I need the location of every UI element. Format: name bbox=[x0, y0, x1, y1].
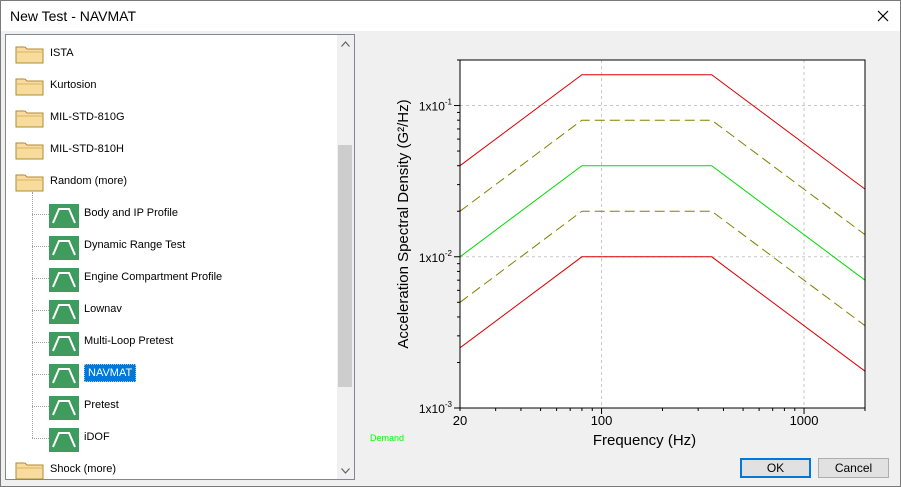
tree-folder-item[interactable]: MIL-STD-810G bbox=[6, 102, 336, 132]
profile-icon-wrap bbox=[49, 233, 79, 260]
tree-item-label: NAVMAT bbox=[84, 364, 137, 382]
profile-icon bbox=[49, 300, 79, 324]
folder-icon bbox=[15, 110, 44, 128]
tree-item-label: Random (more) bbox=[50, 175, 128, 187]
profile-icon-wrap bbox=[49, 425, 79, 452]
psd-chart: 20 100 1000 1x10-1 1x10-2 1x10-3 Frequency (Hz… bbox=[358, 34, 896, 454]
title-bar: New Test - NAVMAT bbox=[1, 1, 900, 31]
tree-folder-item[interactable]: MIL-STD-810H bbox=[6, 134, 336, 164]
folder-icon-wrap bbox=[15, 460, 45, 479]
tree-profile-item[interactable]: Lownav bbox=[6, 294, 336, 324]
close-button[interactable] bbox=[866, 1, 900, 31]
tree-folder-item[interactable]: Kurtosion bbox=[6, 70, 336, 100]
psd-chart-svg: 20 100 1000 1x10-1 1x10-2 1x10-3 Frequency (Hz… bbox=[395, 59, 866, 449]
tree-item-label: Kurtosion bbox=[50, 79, 97, 91]
tree-item-label: iDOF bbox=[84, 431, 110, 443]
folder-icon bbox=[15, 46, 44, 64]
chevron-down-icon bbox=[341, 467, 350, 474]
profile-icon bbox=[49, 396, 79, 420]
profile-icon-wrap bbox=[49, 361, 79, 388]
profile-icon bbox=[49, 332, 79, 356]
tree-profile-item[interactable]: Pretest bbox=[6, 390, 336, 420]
tree-connector bbox=[32, 278, 49, 279]
tree-connector bbox=[32, 214, 49, 215]
tree-profile-item[interactable]: Body and IP Profile bbox=[6, 198, 336, 228]
plot-background bbox=[460, 60, 865, 408]
series-line bbox=[459, 119, 866, 236]
series-line bbox=[459, 256, 866, 372]
y-axis-label: Acceleration Spectral Density (G²/Hz) bbox=[395, 99, 412, 348]
profile-icon bbox=[49, 364, 79, 388]
x-tick-label: 1000 bbox=[790, 413, 819, 428]
profile-icon bbox=[49, 236, 79, 260]
tree-connector bbox=[32, 342, 49, 343]
tree-connector bbox=[32, 192, 33, 438]
y-tick-label: 1x10-2 bbox=[419, 249, 453, 265]
folder-icon-wrap bbox=[15, 76, 45, 96]
chevron-up-icon bbox=[341, 40, 350, 47]
folder-icon bbox=[15, 174, 44, 192]
tree-item-label: Dynamic Range Test bbox=[84, 239, 186, 251]
series-line bbox=[459, 165, 866, 281]
scroll-up-button[interactable] bbox=[337, 35, 354, 52]
profile-icon-wrap bbox=[49, 297, 79, 324]
folder-icon-wrap bbox=[15, 172, 45, 192]
tree-folder-item[interactable]: ISTA bbox=[6, 38, 336, 68]
x-tick-label: 20 bbox=[453, 413, 467, 428]
tree-item-label: Shock (more) bbox=[50, 463, 117, 475]
tree-profile-item[interactable]: Multi-Loop Pretest bbox=[6, 326, 336, 356]
folder-icon-wrap bbox=[15, 108, 45, 128]
tree-item-label: MIL-STD-810H bbox=[50, 143, 124, 155]
tree-profile-item[interactable]: Engine Compartment Profile bbox=[6, 262, 336, 292]
tree-connector bbox=[32, 406, 49, 407]
tree-connector bbox=[32, 374, 49, 375]
tree-profile-item[interactable]: Dynamic Range Test bbox=[6, 230, 336, 260]
folder-icon bbox=[15, 142, 44, 160]
profile-icon-wrap bbox=[49, 329, 79, 356]
folder-icon bbox=[15, 462, 44, 479]
profile-icon bbox=[49, 204, 79, 228]
scroll-thumb[interactable] bbox=[338, 145, 352, 387]
test-tree[interactable]: Shock (more) iDOF Pretest NAVMAT Multi-Loop … bbox=[5, 34, 355, 480]
window-title: New Test - NAVMAT bbox=[10, 8, 137, 24]
tree-item-label: Pretest bbox=[84, 399, 119, 411]
tree-connector bbox=[32, 310, 49, 311]
tree-scrollbar[interactable] bbox=[337, 35, 354, 479]
tree-item-label: Body and IP Profile bbox=[84, 207, 178, 219]
x-axis-label: Frequency (Hz) bbox=[593, 432, 696, 449]
close-icon bbox=[877, 10, 889, 22]
y-tick-label: 1x10-1 bbox=[419, 98, 453, 114]
tree-connector bbox=[32, 246, 49, 247]
folder-icon-wrap bbox=[15, 44, 45, 64]
tree-item-label: Multi-Loop Pretest bbox=[84, 335, 174, 347]
tree-item-label: ISTA bbox=[50, 47, 74, 59]
profile-icon-wrap bbox=[49, 201, 79, 228]
scroll-down-button[interactable] bbox=[337, 462, 354, 479]
folder-icon-wrap bbox=[15, 140, 45, 160]
tree-connector bbox=[32, 438, 49, 439]
ok-button[interactable]: OK bbox=[740, 458, 811, 478]
cancel-button[interactable]: Cancel bbox=[818, 458, 889, 478]
legend-demand: Demand bbox=[370, 433, 405, 443]
tree-item-label: MIL-STD-810G bbox=[50, 111, 125, 123]
folder-icon bbox=[15, 78, 44, 96]
tree-profile-item[interactable]: iDOF bbox=[6, 422, 336, 452]
series-line bbox=[459, 210, 866, 327]
y-tick-label: 1x10-3 bbox=[419, 400, 453, 416]
tree-folder-item[interactable]: Random (more) bbox=[6, 166, 336, 196]
tree-profile-item[interactable]: NAVMAT bbox=[6, 358, 336, 388]
series-line bbox=[459, 74, 866, 190]
profile-icon bbox=[49, 428, 79, 452]
profile-icon-wrap bbox=[49, 265, 79, 292]
x-tick-label: 100 bbox=[591, 413, 613, 428]
profile-icon bbox=[49, 268, 79, 292]
tree-item-label: Lownav bbox=[84, 303, 122, 315]
tree-folder-item[interactable]: Shock (more) bbox=[6, 454, 336, 479]
tree-item-label: Engine Compartment Profile bbox=[84, 271, 223, 283]
profile-icon-wrap bbox=[49, 393, 79, 420]
